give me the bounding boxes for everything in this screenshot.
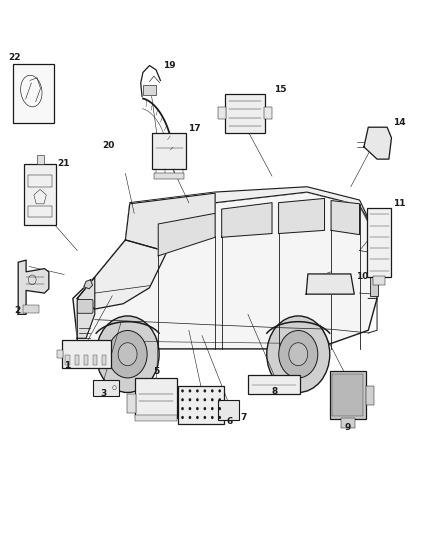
Polygon shape xyxy=(73,192,376,349)
Polygon shape xyxy=(125,193,215,252)
Text: 3: 3 xyxy=(100,389,106,398)
Bar xyxy=(372,276,385,285)
Bar xyxy=(143,85,155,95)
Polygon shape xyxy=(305,274,353,294)
Bar xyxy=(28,175,52,187)
Circle shape xyxy=(218,398,220,401)
Circle shape xyxy=(188,389,191,392)
Text: 15: 15 xyxy=(274,85,286,94)
Circle shape xyxy=(196,398,198,401)
Bar xyxy=(340,418,354,427)
Circle shape xyxy=(211,407,213,410)
Circle shape xyxy=(211,398,213,401)
Bar xyxy=(92,379,119,395)
Bar xyxy=(217,400,238,420)
Polygon shape xyxy=(221,203,272,237)
Polygon shape xyxy=(158,213,215,256)
Text: 17: 17 xyxy=(187,124,200,133)
Polygon shape xyxy=(125,187,374,240)
Bar xyxy=(218,107,226,119)
Text: 7: 7 xyxy=(240,413,246,422)
Bar xyxy=(74,356,79,365)
Circle shape xyxy=(188,416,191,419)
Circle shape xyxy=(108,330,147,378)
Circle shape xyxy=(203,389,206,392)
Text: 22: 22 xyxy=(9,53,21,62)
Circle shape xyxy=(96,316,159,392)
Bar xyxy=(28,206,52,217)
Circle shape xyxy=(218,416,220,419)
Text: 2: 2 xyxy=(14,306,21,316)
Text: 6: 6 xyxy=(226,417,232,426)
Polygon shape xyxy=(84,280,92,289)
Circle shape xyxy=(211,416,213,419)
Bar xyxy=(263,107,271,119)
Bar xyxy=(366,208,391,277)
Polygon shape xyxy=(18,260,49,314)
Circle shape xyxy=(188,407,191,410)
Circle shape xyxy=(181,398,184,401)
Circle shape xyxy=(218,407,220,410)
Circle shape xyxy=(203,416,206,419)
Bar xyxy=(62,341,110,368)
Circle shape xyxy=(196,416,198,419)
Bar xyxy=(152,133,186,168)
Circle shape xyxy=(188,398,191,401)
Bar xyxy=(135,378,177,418)
Circle shape xyxy=(288,343,307,366)
Bar xyxy=(13,64,54,123)
Text: 9: 9 xyxy=(344,423,350,432)
Bar xyxy=(83,356,88,365)
Circle shape xyxy=(218,389,220,392)
Bar xyxy=(178,385,223,424)
Polygon shape xyxy=(77,240,166,309)
Bar xyxy=(154,173,184,179)
Bar xyxy=(370,266,378,296)
Circle shape xyxy=(203,407,206,410)
Circle shape xyxy=(266,316,329,392)
Polygon shape xyxy=(77,277,95,338)
Text: 21: 21 xyxy=(57,159,70,168)
Bar xyxy=(57,350,63,359)
Circle shape xyxy=(196,407,198,410)
Bar xyxy=(247,375,300,394)
Circle shape xyxy=(181,416,184,419)
Text: 10: 10 xyxy=(356,272,368,281)
Bar xyxy=(332,374,362,416)
Circle shape xyxy=(181,407,184,410)
FancyBboxPatch shape xyxy=(77,300,93,313)
Circle shape xyxy=(278,330,317,378)
Bar xyxy=(23,305,39,313)
Text: 20: 20 xyxy=(102,141,114,150)
Bar xyxy=(102,356,106,365)
Polygon shape xyxy=(330,200,359,235)
Bar xyxy=(24,164,56,225)
Polygon shape xyxy=(278,198,324,233)
Bar xyxy=(329,371,365,419)
Text: 8: 8 xyxy=(270,387,277,396)
Bar xyxy=(365,385,374,405)
Circle shape xyxy=(196,389,198,392)
Bar xyxy=(65,356,70,365)
Circle shape xyxy=(211,389,213,392)
Text: 19: 19 xyxy=(162,61,175,70)
Bar xyxy=(225,94,264,133)
Bar xyxy=(126,394,136,413)
Circle shape xyxy=(203,398,206,401)
Bar xyxy=(92,356,97,365)
Bar xyxy=(135,415,177,421)
Text: 14: 14 xyxy=(392,118,405,127)
Bar xyxy=(36,155,43,164)
Polygon shape xyxy=(363,127,391,159)
Text: 1: 1 xyxy=(64,361,70,370)
Circle shape xyxy=(118,343,137,366)
Text: 5: 5 xyxy=(152,367,159,376)
Text: 11: 11 xyxy=(392,199,405,208)
Circle shape xyxy=(181,389,184,392)
